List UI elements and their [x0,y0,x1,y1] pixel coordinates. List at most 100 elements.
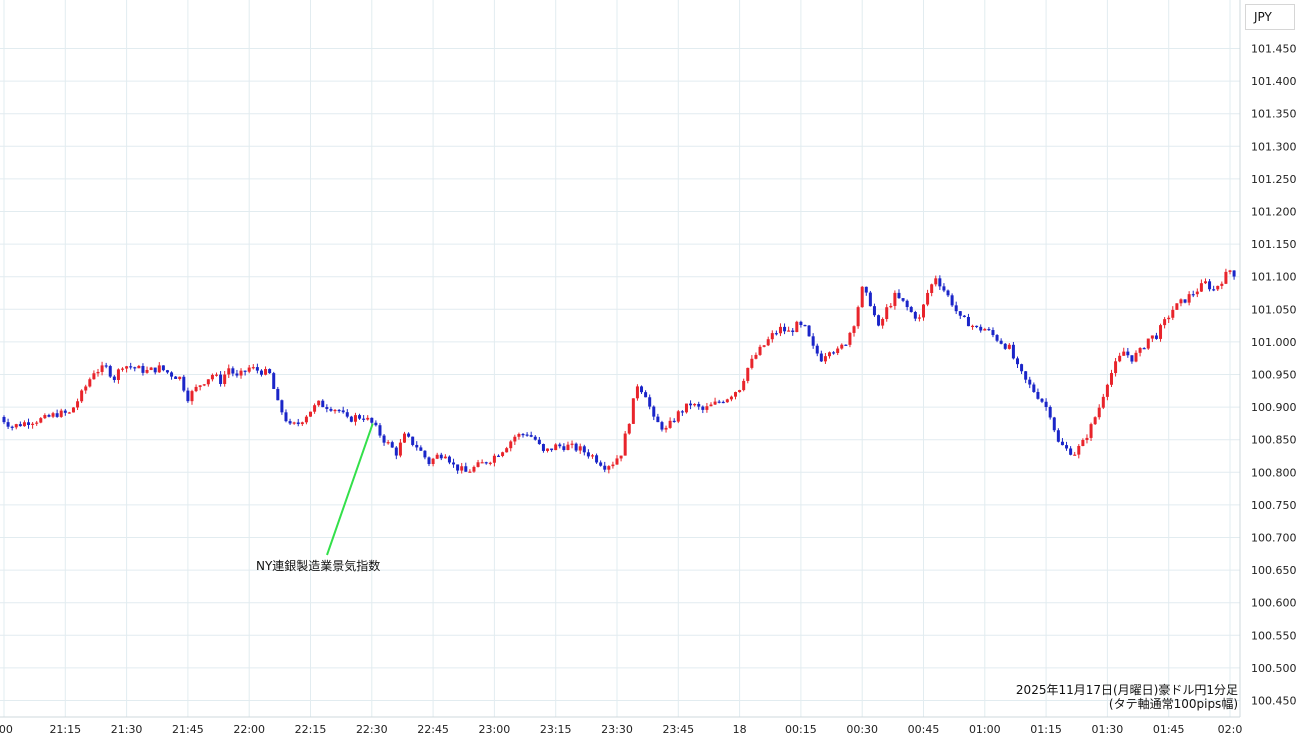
candle-up [443,456,447,459]
candle-up [292,422,296,424]
candle-down [803,324,807,327]
candle-up [742,380,746,391]
x-tick-label: 01:15 [1030,723,1062,736]
candle-down [864,286,868,293]
candle-up [116,369,120,380]
candle-down [170,372,174,377]
x-tick-label: 23:45 [662,723,694,736]
x-tick-label: 00:15 [785,723,817,736]
candle-down [574,443,578,451]
candle-up [1085,437,1089,440]
candle-up [505,448,509,453]
candle-down [165,370,169,373]
candle-up [746,367,750,381]
candle-up [983,328,987,331]
candle-down [950,295,954,306]
candle-down [407,433,411,437]
candle-down [390,442,394,448]
candle-down [1130,355,1134,362]
candle-down [689,403,693,406]
candle-up [39,418,43,423]
candle-up [590,455,594,457]
candle-up [1081,439,1085,447]
candle-down [909,307,913,313]
candle-up [709,404,713,407]
candle-up [121,368,125,370]
candle-down [382,435,386,443]
candle-down [174,376,178,379]
y-tick-label: 100.500 [1251,662,1297,675]
y-tick-label: 100.800 [1251,466,1297,479]
x-tick-label: 00:30 [846,723,878,736]
candle-down [259,370,263,375]
candle-down [325,407,329,409]
candle-down [815,345,819,354]
currency-badge[interactable]: JPY [1245,4,1295,30]
candle-up [1146,338,1150,349]
candle-up [729,396,733,400]
candle-up [92,373,96,380]
candle-down [697,403,701,407]
candle-down [349,416,353,422]
candle-up [76,401,80,408]
x-tick-label: 01:00 [969,723,1001,736]
candle-up [1167,317,1171,320]
candle-down [415,444,419,448]
candle-up [627,423,631,434]
x-tick-label: 23:00 [479,723,511,736]
candle-up [856,307,860,327]
candle-up [738,390,742,393]
candle-down [427,457,431,465]
candle-down [104,365,108,367]
candle-down [652,406,656,417]
candle-down [995,335,999,341]
candle-down [112,376,116,380]
candle-up [1187,294,1191,303]
candle-up [468,471,472,473]
candle-down [550,448,554,451]
y-axis: 101.450 101.400 101.350 101.300 101.250 101.2… [1239,0,1297,717]
candle-up [754,354,758,359]
candle-down [897,292,901,299]
candle-up [758,346,762,355]
x-tick-label: 21:15 [49,723,81,736]
candle-down [901,298,905,301]
candle-down [868,292,872,307]
candle-down [280,400,284,413]
candle-up [1179,299,1183,304]
candle-down [411,436,415,445]
candle-down [958,311,962,316]
candle-up [198,385,202,387]
candle-down [186,390,190,402]
candle-up [223,374,227,384]
y-tick-label: 100.850 [1251,434,1297,447]
candle-down [521,434,525,436]
candle-up [762,345,766,347]
candle-up [860,286,864,308]
candle-down [991,330,995,336]
candle-up [611,464,615,467]
y-tick-label: 101.200 [1251,206,1297,219]
candle-up [684,403,688,413]
candle-up [930,284,934,293]
candle-up [795,321,799,333]
x-tick-label: 00:45 [908,723,940,736]
candle-up [615,458,619,465]
candle-up [480,462,484,464]
candle-up [1097,407,1101,418]
annotation-leader-line [326,423,374,556]
candle-up [513,436,517,442]
candle-down [942,286,946,291]
candle-up [1224,271,1228,284]
candle-up [1109,373,1113,385]
candle-down [10,426,14,428]
candle-down [141,365,145,373]
candle-down [18,424,22,427]
candle-up [472,466,476,472]
candle-up [766,339,770,346]
candle-up [546,448,550,451]
candle-down [378,425,382,436]
candle-up [1007,344,1011,349]
candle-up [300,422,304,425]
